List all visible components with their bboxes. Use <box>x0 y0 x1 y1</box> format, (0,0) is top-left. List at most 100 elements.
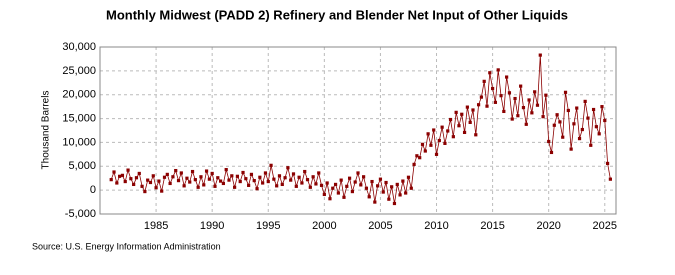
x-tick-label: 2020 <box>536 220 560 232</box>
data-point <box>541 115 545 119</box>
data-point <box>207 177 211 181</box>
data-point <box>151 174 155 178</box>
data-point <box>339 178 343 182</box>
data-point <box>549 150 554 155</box>
data-point <box>216 176 220 180</box>
data-point <box>516 114 520 118</box>
data-point <box>432 128 436 132</box>
data-point <box>176 179 181 183</box>
data-point <box>283 176 287 180</box>
data-point <box>179 171 183 175</box>
data-point <box>496 68 500 72</box>
data-point <box>137 171 141 176</box>
data-point <box>359 183 363 187</box>
data-point <box>465 105 469 109</box>
data-point <box>294 184 298 188</box>
data-point <box>390 185 394 189</box>
data-point <box>605 161 610 166</box>
data-point <box>426 132 430 136</box>
data-point <box>263 171 268 175</box>
data-point <box>448 117 453 122</box>
data-point <box>134 176 139 180</box>
data-point <box>115 181 119 185</box>
data-point <box>129 177 133 181</box>
data-point <box>123 179 127 184</box>
data-point <box>233 185 237 189</box>
data-point <box>505 75 509 79</box>
data-point <box>423 149 427 153</box>
data-point <box>488 71 492 75</box>
data-point <box>314 182 318 186</box>
data-point <box>213 184 217 188</box>
data-point <box>196 185 200 189</box>
data-point <box>569 147 573 151</box>
x-tick-label: 1995 <box>256 220 280 232</box>
data-point <box>317 171 321 175</box>
data-point <box>457 124 461 128</box>
data-point <box>305 178 310 182</box>
data-point <box>272 177 276 181</box>
x-tick-label: 1985 <box>144 220 168 232</box>
data-point <box>356 171 360 175</box>
data-point <box>247 183 251 187</box>
data-point <box>580 127 584 132</box>
data-point <box>594 125 598 129</box>
data-point <box>409 186 413 190</box>
data-point <box>255 187 259 191</box>
data-point <box>429 143 433 147</box>
data-point <box>224 168 228 172</box>
data-point <box>347 176 352 180</box>
data-point <box>418 156 422 160</box>
data-point <box>510 117 514 121</box>
y-tick-label: 15,000 <box>62 112 96 124</box>
data-point <box>412 162 416 166</box>
data-point <box>280 182 284 187</box>
data-point <box>591 107 596 112</box>
data-point <box>586 116 590 120</box>
data-point <box>378 177 383 181</box>
data-point <box>182 184 186 188</box>
data-point <box>474 133 478 137</box>
data-point <box>249 172 254 176</box>
data-point <box>193 178 197 182</box>
y-axis-label: Thousand Barrels <box>41 91 52 170</box>
series-line <box>110 55 611 204</box>
source-note: Source: U.S. Energy Information Administ… <box>32 241 221 251</box>
data-point <box>519 84 523 88</box>
data-point <box>109 178 113 182</box>
data-point <box>204 169 209 173</box>
data-point <box>241 170 245 175</box>
data-point <box>434 152 439 156</box>
x-tick-label: 2010 <box>424 220 448 232</box>
data-point <box>190 169 195 174</box>
data-point <box>392 201 397 206</box>
data-point <box>603 118 607 123</box>
x-tick-label: 1990 <box>200 220 224 232</box>
y-tick-label: 5,000 <box>68 160 96 172</box>
data-point <box>230 174 234 178</box>
data-point <box>513 96 517 101</box>
data-point <box>210 171 214 176</box>
data-point <box>252 179 256 183</box>
data-point <box>563 90 568 94</box>
data-point <box>328 197 332 201</box>
data-point <box>524 122 528 126</box>
data-point <box>154 186 158 190</box>
data-point <box>333 182 338 187</box>
data-point <box>589 143 593 147</box>
data-point <box>485 104 489 108</box>
data-point <box>174 168 178 173</box>
data-point <box>146 178 150 182</box>
data-point <box>398 193 402 197</box>
data-point <box>471 108 475 112</box>
data-point <box>462 130 467 135</box>
y-tick-label: 20,000 <box>62 89 96 101</box>
data-point <box>443 141 447 145</box>
y-tick-label: 0 <box>90 184 96 196</box>
data-point <box>572 122 576 126</box>
data-point <box>370 179 374 184</box>
data-point <box>362 175 366 179</box>
data-point <box>460 112 464 116</box>
data-point <box>482 79 486 83</box>
data-point <box>325 181 329 185</box>
